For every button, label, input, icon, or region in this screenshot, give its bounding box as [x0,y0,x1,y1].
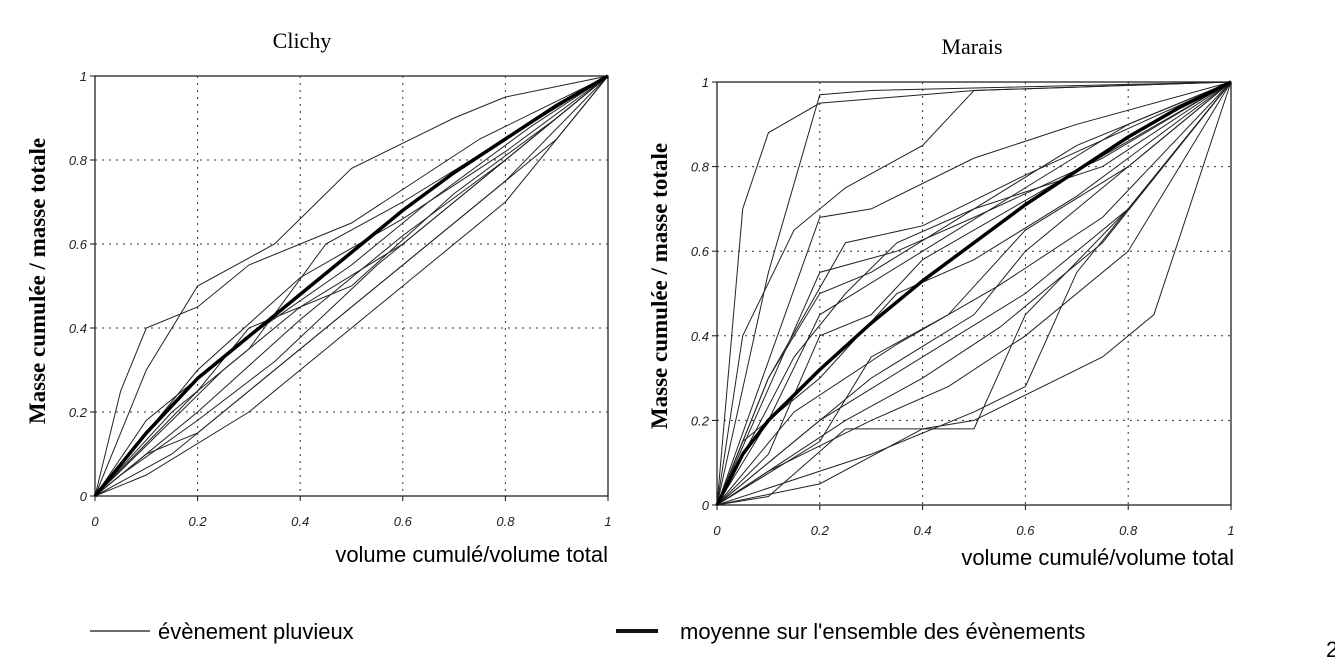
page-number: 2 [1326,637,1335,662]
event-series-line [716,81,1232,506]
x-tick-label: 0.2 [189,514,208,529]
y-axis-label-clichy: Masse cumulée / masse totale [25,138,50,424]
event-series-line [716,81,1232,506]
event-series-line [716,81,1232,506]
plot-area-marais: 0 0.2 0.4 0.6 0.8 1 0 0.2 0.4 0.6 0.8 1 [691,75,1235,538]
event-series-line [94,75,609,497]
event-series-line [716,81,1232,506]
x-tick-label: 0.6 [1016,523,1035,538]
mean-series-line [715,80,1232,506]
y-tick-label: 0.6 [69,237,88,252]
event-series-line [716,81,1232,506]
x-tick-label: 0.4 [914,523,932,538]
y-tick-label: 0.4 [691,329,709,344]
event-series-line [716,81,1232,506]
event-series-line [94,75,609,497]
y-tick-label: 0 [80,489,88,504]
event-series-line [94,75,609,497]
x-axis-label-clichy: volume cumulé/volume total [335,542,608,567]
y-tick-label: 0 [702,498,710,513]
y-tick-label: 1 [702,75,709,90]
chart-clichy: Clichy Masse cumulée / masse totale volu… [25,28,612,567]
event-series-line [94,75,609,497]
event-series-line [716,81,1232,506]
x-tick-label: 0 [91,514,99,529]
event-series-line [716,81,1232,506]
x-tick-label: 0.4 [291,514,309,529]
y-tick-label: 0.8 [691,160,710,175]
y-axis-label-marais: Masse cumulée / masse totale [647,143,672,429]
plot-frame [94,75,609,497]
event-series-line [716,81,1232,506]
plot-area-clichy: 0 0.2 0.4 0.6 0.8 1 0 0.2 0.4 0.6 0.8 1 [69,69,612,529]
legend-mean-label: moyenne sur l'ensemble des évènements [680,619,1085,644]
x-tick-label: 0.8 [1119,523,1138,538]
event-series-line [94,75,609,497]
x-tick-label: 0 [713,523,721,538]
event-series-line [716,81,1232,506]
mean-series-line [93,74,609,498]
plot-frame [716,81,1232,506]
event-series-line [716,81,1232,506]
x-tick-label: 0.6 [394,514,413,529]
chart-title-marais: Marais [941,34,1002,59]
y-tick-label: 0.6 [691,244,710,259]
x-tick-label: 1 [604,514,611,529]
y-tick-label: 1 [80,69,87,84]
event-series-line [94,75,609,497]
x-tick-label: 0.2 [811,523,830,538]
event-series-line [94,75,609,497]
chart-title-clichy: Clichy [273,28,332,53]
x-tick-label: 0.8 [496,514,515,529]
y-tick-label: 0.4 [69,321,87,336]
legend: évènement pluvieux moyenne sur l'ensembl… [90,619,1085,644]
y-tick-label: 0.2 [691,413,710,428]
y-tick-label: 0.8 [69,153,88,168]
chart-marais: Marais Masse cumulée / masse totale volu… [647,34,1235,570]
x-tick-label: 1 [1227,523,1234,538]
event-series-line [716,81,1232,506]
y-tick-label: 0.2 [69,405,88,420]
x-axis-label-marais: volume cumulé/volume total [961,545,1234,570]
legend-event-label: évènement pluvieux [158,619,354,644]
